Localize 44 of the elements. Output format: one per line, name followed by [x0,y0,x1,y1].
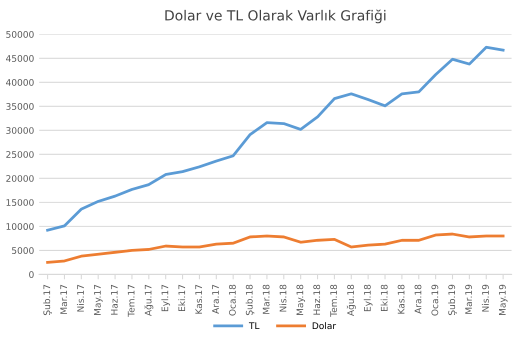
y-tick-label: 40000 [6,79,34,86]
x-tick-label: Ara.17 [212,284,219,314]
x-tick-label: Şub.17 [43,284,52,316]
x-tick-label: Tem.18 [330,284,338,317]
chart-title: Dolar ve TL Olarak Varlık Grafiği [165,10,386,24]
y-tick-label: 45000 [6,55,34,62]
y-tick-label: 15000 [6,199,34,206]
y-tick-label: 20000 [6,175,34,182]
x-tick-label: Nis.18 [279,284,286,312]
x-tick-label: Mar.18 [262,284,270,314]
legend-label: TL [248,322,260,329]
x-tick-label: Eki.17 [178,284,186,312]
x-tick-label: Ağu.17 [144,284,154,316]
x-tick-label: Kas.18 [398,284,405,314]
y-tick-label: 25000 [6,151,34,158]
x-tick-label: Tem.17 [128,284,135,317]
y-tick-label: 30000 [6,127,34,134]
x-tick-label: Ara.18 [414,284,422,314]
line-series [46,46,505,232]
x-tick-label: Nis.17 [76,284,84,312]
x-tick-label: Oca.18 [228,284,236,316]
legend-label: Dolar [312,322,336,330]
x-tick-label: Haz.18 [313,284,320,315]
x-tick-label: Nis.19 [482,284,489,312]
x-tick-label: Şub.19 [448,284,457,316]
x-tick-label: Oca.19 [431,284,438,316]
x-tick-label: Mar.17 [60,284,68,314]
y-tick-label: 0 [29,271,34,278]
line-series [46,232,505,264]
x-tick-label: Kas.17 [195,284,202,314]
x-tick-label: Mar.19 [465,284,472,314]
x-tick-label: May.19 [498,284,508,315]
x-tick-label: May.17 [94,284,103,315]
y-tick-label: 10000 [6,223,34,230]
x-tick-label: Şub.18 [246,284,254,316]
y-tick-label: 50000 [6,31,34,38]
x-tick-label: Haz.17 [110,284,118,315]
x-tick-label: Eyl.17 [161,284,170,312]
y-tick-label: 35000 [6,103,34,110]
x-tick-label: Eyl.18 [364,284,373,312]
x-tick-label: Eki.18 [380,284,388,312]
x-tick-label: Ağu.18 [346,284,356,316]
x-tick-label: May.18 [296,284,306,315]
y-tick-label: 5000 [12,247,34,254]
